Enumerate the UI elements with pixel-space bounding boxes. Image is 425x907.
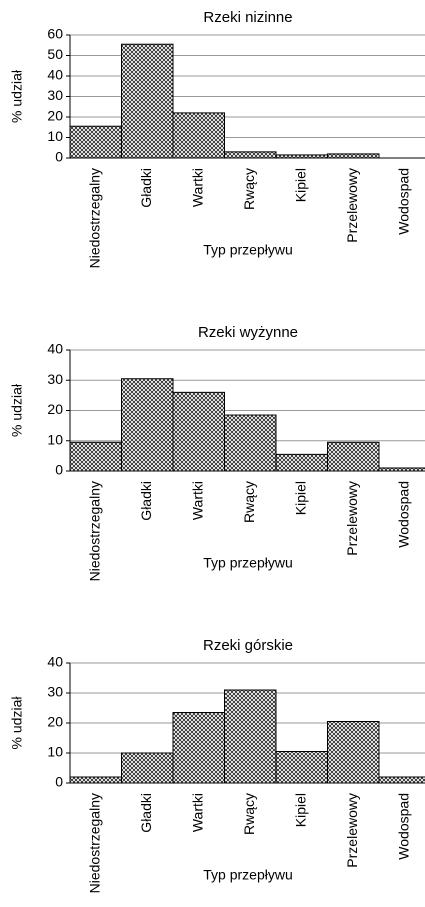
y-tick-label: 0 <box>55 774 63 790</box>
x-tick-label: Gładki <box>138 481 154 521</box>
x-tick-label: Kipiel <box>292 168 308 202</box>
y-tick-label: 40 <box>47 654 63 670</box>
y-tick-label: 20 <box>47 401 63 417</box>
x-tick-label: Przelewowy <box>344 168 360 243</box>
chart-title: Rzeki wyżynne <box>198 324 298 341</box>
bar <box>275 751 328 784</box>
bar <box>172 391 225 472</box>
y-tick-label: 10 <box>47 128 63 144</box>
x-tick-label: Wodospad <box>395 168 411 235</box>
x-tick-label: Rwący <box>241 481 257 523</box>
bar <box>224 689 277 784</box>
bar <box>69 125 122 159</box>
y-tick-label: 20 <box>47 108 63 124</box>
bar <box>121 378 174 472</box>
bar <box>224 151 277 159</box>
y-axis-label: % udział <box>9 696 25 750</box>
x-tick-label: Gładki <box>138 793 154 833</box>
bar <box>69 776 122 784</box>
y-tick-label: 0 <box>55 149 63 165</box>
y-tick-label: 0 <box>55 462 63 478</box>
x-tick-label: Niedostrzegalny <box>86 481 102 581</box>
x-tick-label: Rwący <box>241 793 257 835</box>
x-tick-label: Wartki <box>189 793 205 832</box>
chart-title: Rzeki górskie <box>203 637 293 654</box>
y-tick-label: 30 <box>47 87 63 103</box>
y-tick-label: 60 <box>47 26 63 42</box>
bar <box>172 712 225 784</box>
bar <box>69 441 122 472</box>
bar <box>378 776 425 784</box>
x-tick-label: Przelewowy <box>344 481 360 556</box>
bar <box>121 752 174 784</box>
y-tick-label: 30 <box>47 684 63 700</box>
x-tick-label: Kipiel <box>292 481 308 515</box>
x-axis-label: Typ przepływu <box>203 867 292 883</box>
bar <box>327 153 380 159</box>
chart-title: Rzeki nizinne <box>203 9 292 26</box>
bar <box>121 43 174 159</box>
y-tick-label: 10 <box>47 744 63 760</box>
y-tick-label: 50 <box>47 46 63 62</box>
bar <box>224 414 277 472</box>
x-tick-label: Przelewowy <box>344 793 360 868</box>
bar <box>327 721 380 784</box>
x-tick-label: Wodospad <box>395 481 411 548</box>
x-tick-label: Wartki <box>189 168 205 207</box>
y-axis-label: % udział <box>9 383 25 437</box>
x-tick-label: Niedostrzegalny <box>86 168 102 268</box>
x-tick-label: Niedostrzegalny <box>86 793 102 893</box>
y-tick-label: 20 <box>47 714 63 730</box>
bar <box>172 112 225 159</box>
y-axis-label: % udział <box>9 69 25 123</box>
x-tick-label: Wodospad <box>395 793 411 860</box>
x-axis-label: Typ przepływu <box>203 555 292 571</box>
x-tick-label: Gładki <box>138 168 154 208</box>
bar <box>275 453 328 472</box>
y-tick-label: 40 <box>47 67 63 83</box>
x-tick-label: Wartki <box>189 481 205 520</box>
bar <box>327 441 380 472</box>
x-tick-label: Kipiel <box>292 793 308 827</box>
y-tick-label: 10 <box>47 431 63 447</box>
x-tick-label: Rwący <box>241 168 257 210</box>
y-tick-label: 30 <box>47 371 63 387</box>
x-axis-label: Typ przepływu <box>203 242 292 258</box>
y-tick-label: 40 <box>47 341 63 357</box>
